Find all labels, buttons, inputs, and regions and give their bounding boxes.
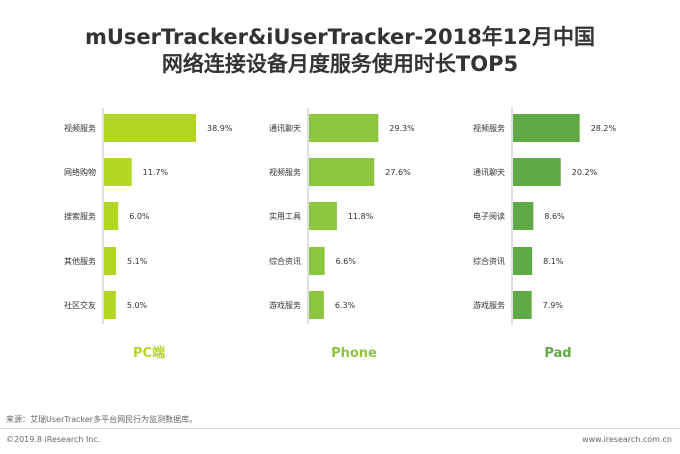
category-label: 其他服务 — [64, 256, 96, 266]
category-label: 综合资讯 — [473, 256, 505, 266]
bar — [104, 114, 196, 142]
value-label: 8.6% — [544, 212, 565, 221]
value-label: 28.2% — [591, 124, 617, 133]
value-label: 20.2% — [572, 168, 598, 177]
category-label: 通讯聊天 — [473, 167, 505, 177]
category-label: 视频服务 — [64, 123, 96, 133]
bar — [513, 202, 534, 230]
bar — [309, 114, 379, 142]
source-note: 来源：艾瑞UserTracker多平台网民行为监测数据库。 — [6, 415, 198, 424]
bar — [309, 202, 337, 230]
value-label: 27.6% — [385, 168, 411, 177]
bar — [104, 247, 117, 275]
footer-divider — [0, 428, 680, 429]
bar — [104, 158, 132, 186]
chart-title-line1: mUserTracker&iUserTracker-2018年12月中国 — [84, 25, 596, 49]
value-label: 29.3% — [389, 124, 415, 133]
value-label: 7.9% — [543, 301, 564, 310]
bar — [513, 114, 580, 142]
category-label: 游戏服务 — [269, 300, 301, 310]
chart-title-line2: 网络连接设备月度服务使用时长TOP5 — [161, 52, 519, 76]
value-label: 6.0% — [129, 212, 150, 221]
value-label: 8.1% — [543, 257, 564, 266]
category-label: 视频服务 — [269, 167, 301, 177]
value-label: 5.1% — [127, 257, 148, 266]
bar — [513, 247, 533, 275]
value-label: 11.7% — [143, 168, 169, 177]
bar — [309, 247, 325, 275]
value-label: 38.9% — [207, 124, 233, 133]
website-text: www.iresearch.com.cn — [582, 435, 672, 444]
category-label: 社区交友 — [64, 300, 96, 310]
panel-title: PC端 — [133, 345, 165, 361]
bar — [513, 291, 532, 319]
value-label: 6.3% — [335, 301, 356, 310]
bar — [309, 158, 375, 186]
category-label: 电子阅读 — [473, 211, 505, 221]
category-label: 实用工具 — [269, 211, 301, 221]
bar — [104, 202, 119, 230]
bar — [104, 291, 116, 319]
panel-title: Phone — [331, 346, 377, 361]
value-label: 5.0% — [127, 301, 148, 310]
category-label: 游戏服务 — [473, 300, 505, 310]
bar — [513, 158, 561, 186]
category-label: 视频服务 — [473, 123, 505, 133]
bar — [309, 291, 324, 319]
value-label: 11.8% — [348, 212, 374, 221]
category-label: 通讯聊天 — [269, 123, 301, 133]
panel-title: Pad — [544, 346, 571, 361]
category-label: 综合资讯 — [269, 256, 301, 266]
category-label: 网络购物 — [64, 167, 96, 177]
category-label: 搜索服务 — [64, 211, 96, 221]
value-label: 6.6% — [336, 257, 357, 266]
copyright-text: ©2019.8 iResearch Inc. — [6, 435, 101, 444]
